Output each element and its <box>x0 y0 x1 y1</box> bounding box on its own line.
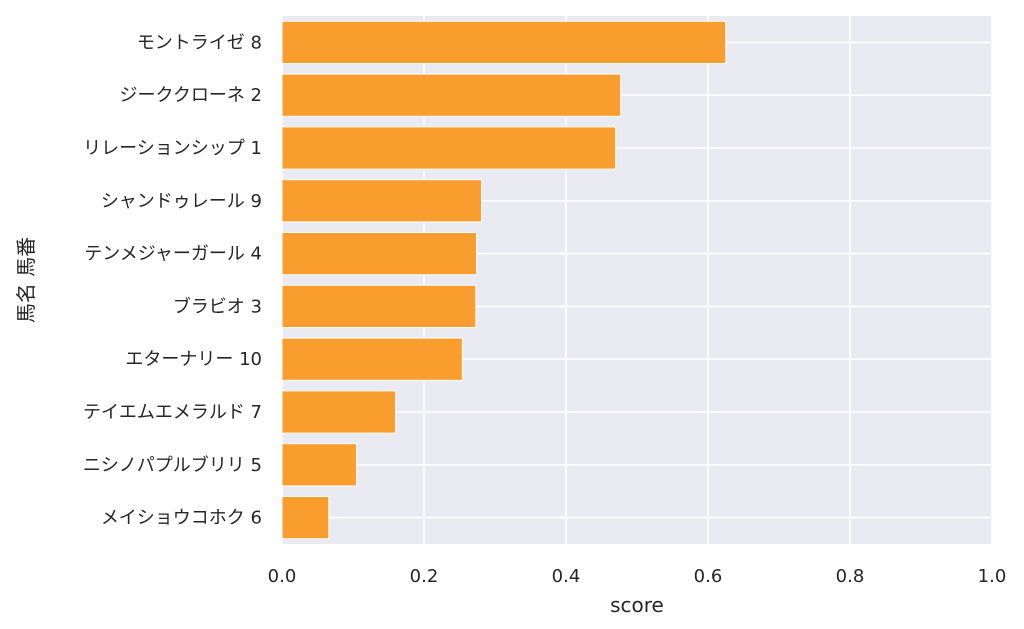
x-tick-label: 0.8 <box>836 566 865 587</box>
bar <box>281 73 622 117</box>
y-tick-label: メイショウコホク 6 <box>101 508 262 529</box>
y-tick-label: ジーククローネ 2 <box>120 85 262 106</box>
bar <box>281 443 358 487</box>
y-tick-label: テイエムエメラルド 7 <box>83 402 262 423</box>
y-tick-label: テンメジャーガール 4 <box>84 244 262 265</box>
x-tick-label: 0.4 <box>552 566 581 587</box>
y-tick-label: シャンドゥレール 9 <box>101 191 262 212</box>
x-tick-label: 0.2 <box>410 566 439 587</box>
y-tick-label: エターナリー 10 <box>125 349 262 370</box>
y-tick-label: ブラビオ 3 <box>173 295 262 317</box>
x-tick-label: 1.0 <box>978 566 1007 587</box>
x-axis-label: score <box>610 593 664 617</box>
bar <box>281 337 463 381</box>
bars <box>281 20 727 540</box>
x-tick-label: 0.0 <box>268 566 297 587</box>
y-tick-label: ニシノパプルブリリ 5 <box>83 454 262 476</box>
x-tick-label: 0.6 <box>694 566 723 587</box>
y-tick-labels: モントライゼ 8 ジーククローネ 2 リレーションシップ 1 シャンドゥレール 9 テン… <box>83 32 262 528</box>
y-axis-label: 馬名 馬番 <box>14 237 38 323</box>
bar <box>281 179 483 223</box>
bar <box>281 495 330 540</box>
bar <box>281 126 617 170</box>
x-tick-labels: 0.0 0.2 0.4 0.6 0.8 1.0 <box>268 566 1007 587</box>
y-tick-label: リレーションシップ 1 <box>83 138 262 159</box>
bar <box>281 20 727 65</box>
bar <box>281 284 477 329</box>
bar <box>281 390 397 434</box>
y-tick-label: モントライゼ 8 <box>137 32 262 53</box>
bar <box>281 231 478 276</box>
